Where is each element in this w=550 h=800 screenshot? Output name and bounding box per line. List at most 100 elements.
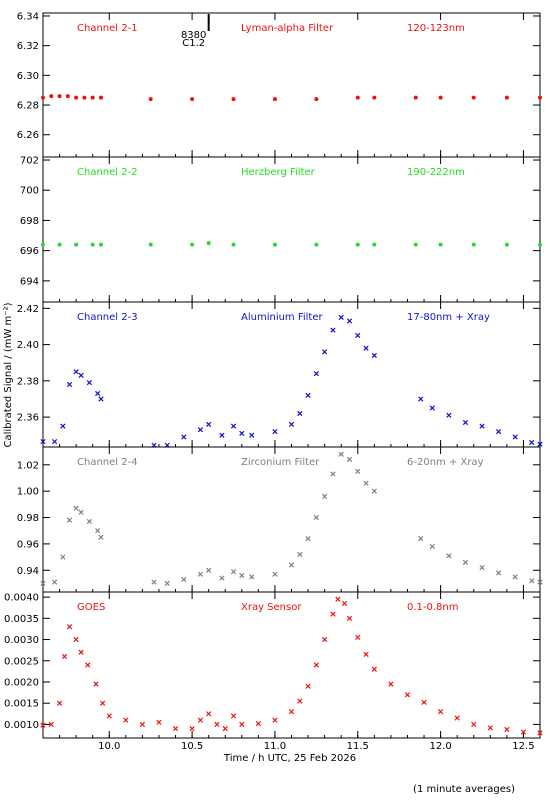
data-point <box>189 726 195 732</box>
data-point <box>330 471 336 477</box>
data-point <box>355 634 361 641</box>
data-point <box>85 662 91 668</box>
y-tick-label: 698 <box>20 216 39 227</box>
data-point <box>338 451 344 457</box>
data-point <box>330 611 336 617</box>
data-point <box>206 421 212 427</box>
data-point <box>57 242 62 247</box>
data-point <box>471 95 476 100</box>
data-point <box>537 730 543 736</box>
data-point <box>454 715 460 721</box>
data-point <box>148 242 153 247</box>
panel-channel-label: Channel 2-3 <box>77 312 138 323</box>
event-label-class: C1.2 <box>182 38 205 49</box>
data-point <box>239 721 245 728</box>
chart-panels: 6.26 6.28 6.30 6.32 6.34 Channel 2-1 Lyman-alp… <box>4 11 543 752</box>
data-point <box>421 699 427 705</box>
y-tick-label: 0.0015 <box>4 699 39 710</box>
data-point <box>418 535 424 542</box>
data-point <box>520 729 527 735</box>
event-label-number: 8380 <box>181 30 206 41</box>
data-point <box>413 95 418 100</box>
data-point <box>288 562 295 568</box>
data-point <box>73 369 79 375</box>
data-point <box>98 95 103 100</box>
data-point <box>239 430 245 437</box>
data-point <box>338 314 344 321</box>
y-tick-label: 694 <box>20 276 39 287</box>
data-point <box>40 580 46 587</box>
y-tick-label: 1.00 <box>17 487 39 498</box>
y-tick-label: 0.0035 <box>4 614 39 625</box>
x-tick-label: 12.5 <box>512 741 534 752</box>
data-point <box>272 571 278 577</box>
data-point <box>313 662 319 668</box>
data-point <box>429 543 435 550</box>
data-point <box>206 241 211 246</box>
data-point <box>86 380 93 386</box>
data-point <box>372 95 377 100</box>
y-tick-label: 2.40 <box>17 340 39 351</box>
data-point <box>219 575 225 581</box>
data-point <box>230 568 237 575</box>
data-point <box>156 719 162 725</box>
data-point <box>93 681 99 687</box>
panel-filter-label: Zirconium Filter <box>241 457 320 468</box>
data-point <box>60 423 66 429</box>
data-point <box>249 432 255 438</box>
data-point <box>231 242 236 247</box>
data-point <box>214 721 220 728</box>
y-tick-label: 696 <box>20 246 39 257</box>
y-axis-title: Calibrated Signal / (mW m⁻²) <box>3 302 14 447</box>
data-point <box>355 332 361 339</box>
data-point <box>222 726 228 732</box>
x-tick-label: 10.0 <box>98 741 120 752</box>
panel-filter-label: Xray Sensor <box>241 602 302 613</box>
data-point <box>100 700 106 706</box>
panel-band-label: 6-20nm + Xray <box>407 457 484 468</box>
data-point <box>288 709 295 715</box>
data-point <box>471 721 477 728</box>
data-point <box>78 509 84 515</box>
data-point <box>66 624 73 630</box>
data-point <box>249 574 255 580</box>
panel-5: 0.0010 0.0015 0.0020 0.0025 0.0030 0.0035 0.00… <box>4 591 543 739</box>
event-annotation: 8380 C1.2 <box>181 14 210 49</box>
data-point <box>487 725 493 731</box>
data-point <box>90 95 95 100</box>
panel-filter-label: Herzberg Filter <box>241 167 316 178</box>
data-point <box>512 574 518 580</box>
data-point <box>446 553 452 559</box>
data-point <box>51 438 58 445</box>
data-point <box>255 720 261 727</box>
data-point <box>151 579 157 585</box>
data-point <box>529 439 535 446</box>
data-point <box>82 95 87 100</box>
y-tick-label: 0.98 <box>17 513 39 524</box>
data-point <box>462 419 469 426</box>
data-point <box>231 97 236 102</box>
panel-4: 0.94 0.96 0.98 1.00 1.02 Channel 2-4 Zirconium… <box>17 446 543 593</box>
data-point <box>98 396 104 402</box>
data-point <box>462 559 469 565</box>
panel-channel-label: Channel 2-4 <box>77 457 138 468</box>
data-point <box>418 396 424 402</box>
panel-channel-label: GOES <box>77 602 105 613</box>
data-point <box>41 95 45 100</box>
y-tick-label: 6.30 <box>17 71 39 82</box>
data-point <box>66 381 73 388</box>
data-point <box>305 392 311 398</box>
panel-band-label: 0.1-0.8nm <box>407 602 459 613</box>
y-tick-label: 0.0040 <box>4 593 39 604</box>
data-point <box>56 700 63 706</box>
data-point <box>346 615 353 621</box>
data-point <box>95 528 101 534</box>
panel-band-label: 190-222nm <box>407 167 465 178</box>
panel-frame <box>42 591 541 739</box>
data-point <box>86 518 93 525</box>
y-tick-label: 0.96 <box>17 539 39 550</box>
data-point <box>479 423 485 429</box>
data-point <box>330 327 336 333</box>
data-point <box>51 579 58 585</box>
